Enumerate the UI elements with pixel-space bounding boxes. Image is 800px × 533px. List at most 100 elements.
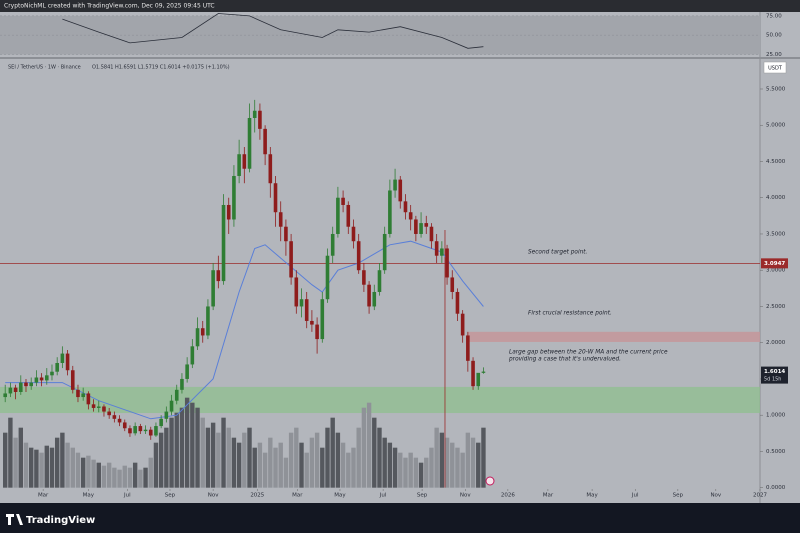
volume-bar xyxy=(13,437,18,488)
volume-bar xyxy=(2,432,8,488)
candle-body xyxy=(221,204,226,282)
volume-bar xyxy=(39,452,44,488)
volume-bar xyxy=(392,447,398,488)
volume-bar xyxy=(268,437,273,488)
volume-bar xyxy=(117,469,122,488)
x-tick-label: Nov xyxy=(710,493,721,499)
candle-body xyxy=(133,426,137,434)
y-tick-label: 2.5000 xyxy=(766,304,786,310)
candle-body xyxy=(325,255,330,300)
candle-body xyxy=(476,372,481,387)
candle-body xyxy=(419,223,423,234)
candle-body xyxy=(128,428,132,434)
candle-body xyxy=(258,110,262,129)
candle-body xyxy=(148,429,153,436)
candle-body xyxy=(154,426,158,436)
volume-bar xyxy=(226,427,231,488)
volume-bar xyxy=(413,457,419,488)
candle-body xyxy=(450,277,455,292)
volume-bar xyxy=(174,412,179,488)
volume-bar xyxy=(330,417,335,488)
resistance-price: 3.0947 xyxy=(764,261,785,267)
candle-body xyxy=(372,291,377,307)
candle-body xyxy=(50,371,54,376)
candle-body xyxy=(403,201,408,213)
x-tick-label: May xyxy=(83,493,95,499)
volume-bar xyxy=(278,442,283,488)
volume-bar xyxy=(304,452,309,488)
candle-body xyxy=(24,382,28,387)
x-tick-label: Sep xyxy=(417,493,428,499)
x-tick-label: Jul xyxy=(379,493,387,499)
candle-body xyxy=(226,204,231,220)
volume-bar xyxy=(470,437,476,488)
volume-bar xyxy=(236,442,242,488)
volume-bar xyxy=(75,452,81,488)
volume-bar xyxy=(184,397,190,488)
volume-bar xyxy=(18,427,23,488)
candle-body xyxy=(237,154,241,176)
candle-body xyxy=(429,226,434,242)
x-tick-label: Jul xyxy=(631,493,639,499)
candle-body xyxy=(466,335,470,361)
candle-body xyxy=(122,422,127,429)
candle-body xyxy=(60,353,65,363)
candle-body xyxy=(55,362,59,372)
annotation: Large gap between the 20-W MA and the cu… xyxy=(509,350,668,356)
volume-bar xyxy=(205,427,211,488)
y-tick-label: 4.0000 xyxy=(766,195,786,201)
logo-badge xyxy=(485,476,495,486)
volume-bar xyxy=(216,432,221,488)
candle-body xyxy=(13,387,18,392)
volume-bar xyxy=(148,457,153,488)
volume-bar xyxy=(356,427,361,488)
candle-body xyxy=(315,324,319,340)
candle-body xyxy=(107,411,111,416)
x-tick-label: Sep xyxy=(673,493,684,499)
candle-body xyxy=(367,284,371,307)
volume-bar xyxy=(418,462,424,488)
candle-body xyxy=(143,429,148,432)
volume-bar xyxy=(257,442,263,488)
volume-bar xyxy=(387,442,393,488)
candle-body xyxy=(3,393,7,398)
y-tick-label: 0.5000 xyxy=(766,449,786,455)
candle-body xyxy=(434,241,439,256)
rsi-tick-label: 25.00 xyxy=(766,52,782,58)
candle-body xyxy=(18,382,23,392)
volume-bar xyxy=(210,422,216,488)
candle-body xyxy=(393,179,397,191)
countdown: 5d 15h xyxy=(764,377,781,383)
volume-bar xyxy=(132,462,138,488)
volume-bar xyxy=(34,449,39,488)
candle-body xyxy=(284,226,288,242)
candle-body xyxy=(398,179,403,202)
candle-body xyxy=(206,306,210,336)
x-tick-label: Mar xyxy=(38,493,49,499)
candle-body xyxy=(70,370,75,390)
volume-bar xyxy=(340,442,346,488)
volume-bar xyxy=(439,432,445,488)
volume-bar xyxy=(320,447,325,488)
candle-body xyxy=(76,389,80,398)
top-bar xyxy=(0,0,800,12)
volume-bar xyxy=(335,432,341,488)
volume-bar xyxy=(351,447,356,488)
moving-average xyxy=(5,240,484,420)
candle-body xyxy=(330,233,335,256)
volume-bar xyxy=(122,465,127,488)
candle-body xyxy=(263,128,267,155)
volume-bar xyxy=(153,442,159,488)
x-tick-label: Jul xyxy=(123,493,131,499)
volume-bar xyxy=(60,432,65,488)
volume-bar xyxy=(262,452,268,488)
candle-body xyxy=(294,277,299,307)
candle-body xyxy=(268,154,273,184)
panel-separator xyxy=(0,57,800,59)
symbol-title: SEI / TetherUS · 1W · Binance xyxy=(8,65,81,71)
resistance-zone xyxy=(467,331,760,342)
candle-body xyxy=(242,154,247,169)
currency-box xyxy=(763,61,787,74)
candle-body xyxy=(34,377,39,383)
